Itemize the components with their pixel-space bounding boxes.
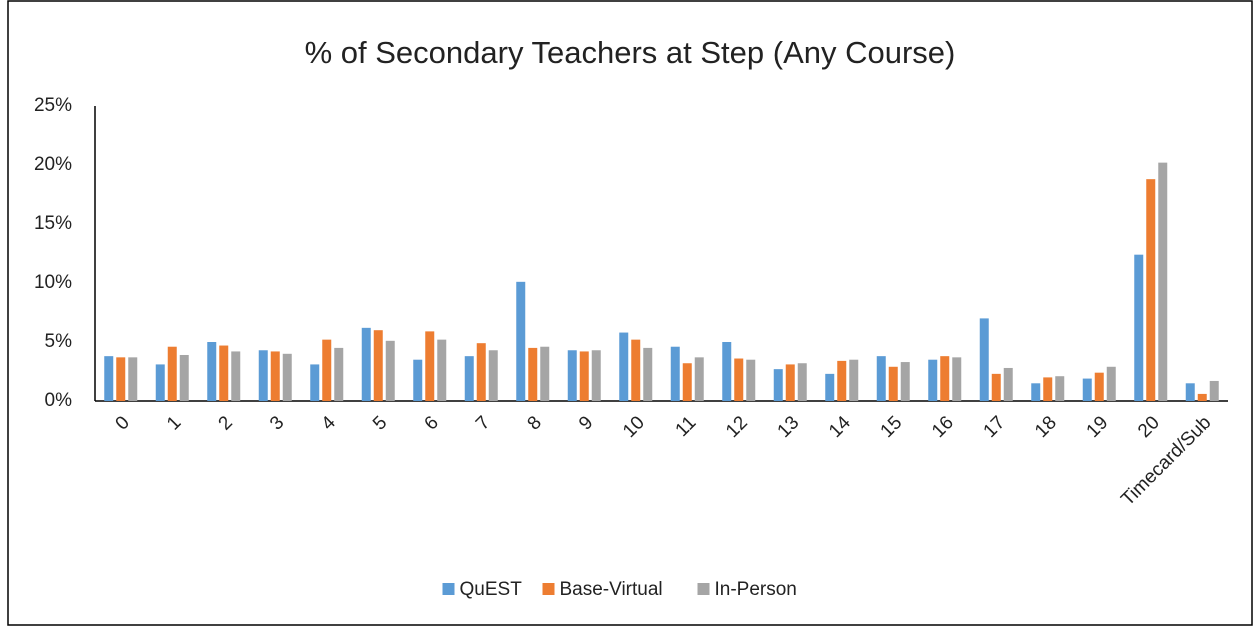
bar: [1082, 378, 1092, 401]
bar: [876, 356, 886, 401]
bar: [488, 350, 498, 401]
bar: [128, 357, 138, 401]
bar: [179, 354, 189, 401]
bar: [1134, 254, 1144, 401]
bar: [785, 364, 795, 401]
bar: [1185, 383, 1195, 401]
bar: [928, 359, 938, 401]
y-tick-label: 15%: [34, 213, 72, 234]
bar: [258, 350, 268, 401]
bar: [464, 356, 474, 401]
bar: [1055, 376, 1065, 401]
legend-swatch: [697, 583, 710, 595]
bar: [528, 347, 538, 401]
bar: [282, 353, 292, 401]
bar: [1209, 380, 1219, 401]
bar: [952, 357, 962, 401]
bar: [231, 351, 241, 401]
bar: [940, 356, 950, 401]
legend-label: In-Person: [715, 579, 797, 600]
bar: [322, 339, 332, 401]
bar: [437, 339, 447, 401]
bar: [1106, 366, 1116, 401]
bar: [1158, 162, 1168, 401]
bar: [1043, 377, 1053, 401]
bar: [670, 346, 680, 401]
bar: [979, 318, 989, 401]
bar: [797, 363, 807, 401]
bar: [643, 347, 653, 401]
bar: [385, 340, 395, 401]
bar: [991, 373, 1001, 401]
y-tick-label: 20%: [34, 154, 72, 175]
legend-label: QuEST: [460, 579, 523, 600]
bar: [270, 351, 280, 401]
bar: [773, 369, 783, 401]
bar: [722, 342, 732, 401]
bar: [516, 281, 526, 401]
y-tick-label: 0%: [45, 390, 73, 411]
bar: [567, 350, 577, 401]
bar: [413, 359, 423, 401]
legend-swatch: [542, 583, 555, 595]
bar: [746, 359, 756, 401]
bar: [219, 345, 229, 401]
legend-label: Base-Virtual: [560, 579, 663, 600]
bar: [334, 347, 344, 401]
bar: [104, 356, 114, 401]
y-tick-label: 10%: [34, 272, 72, 293]
bar: [1031, 383, 1041, 401]
bar: [837, 360, 847, 401]
bar: [591, 350, 601, 401]
bar: [849, 359, 859, 401]
y-tick-label: 25%: [34, 95, 72, 116]
bar: [682, 363, 692, 401]
bar: [116, 357, 126, 401]
bar: [900, 362, 910, 401]
bar: [373, 330, 383, 401]
bar: [631, 339, 641, 401]
bar: [1197, 393, 1207, 401]
bar: [540, 346, 550, 401]
bar: [167, 346, 177, 401]
y-tick-label: 5%: [45, 331, 73, 352]
bar: [1146, 179, 1156, 401]
bar: [825, 373, 835, 401]
bar: [425, 331, 435, 401]
chart-border: [7, 0, 1253, 626]
chart-title: % of Secondary Teachers at Step (Any Cou…: [305, 35, 956, 70]
bar: [619, 332, 629, 401]
legend-swatch: [442, 583, 455, 595]
bar: [579, 351, 589, 401]
bar: [207, 342, 217, 401]
bar: [476, 343, 486, 401]
bar: [888, 366, 898, 401]
bar: [155, 364, 165, 401]
bar: [734, 358, 744, 401]
bar: [1003, 367, 1013, 401]
bar: [1094, 372, 1104, 401]
bar: [694, 357, 704, 401]
bar: [310, 364, 320, 401]
bar: [361, 327, 371, 401]
